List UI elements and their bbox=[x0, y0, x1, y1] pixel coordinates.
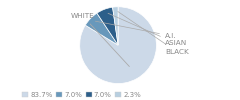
Text: A.I.: A.I. bbox=[95, 21, 176, 39]
Wedge shape bbox=[85, 13, 118, 45]
Wedge shape bbox=[80, 7, 156, 83]
Text: BLACK: BLACK bbox=[118, 12, 189, 55]
Text: ASIAN: ASIAN bbox=[108, 13, 187, 46]
Legend: 83.7%, 7.0%, 7.0%, 2.3%: 83.7%, 7.0%, 7.0%, 2.3% bbox=[19, 89, 144, 100]
Text: WHITE: WHITE bbox=[71, 13, 129, 66]
Wedge shape bbox=[113, 7, 118, 45]
Wedge shape bbox=[97, 7, 118, 45]
